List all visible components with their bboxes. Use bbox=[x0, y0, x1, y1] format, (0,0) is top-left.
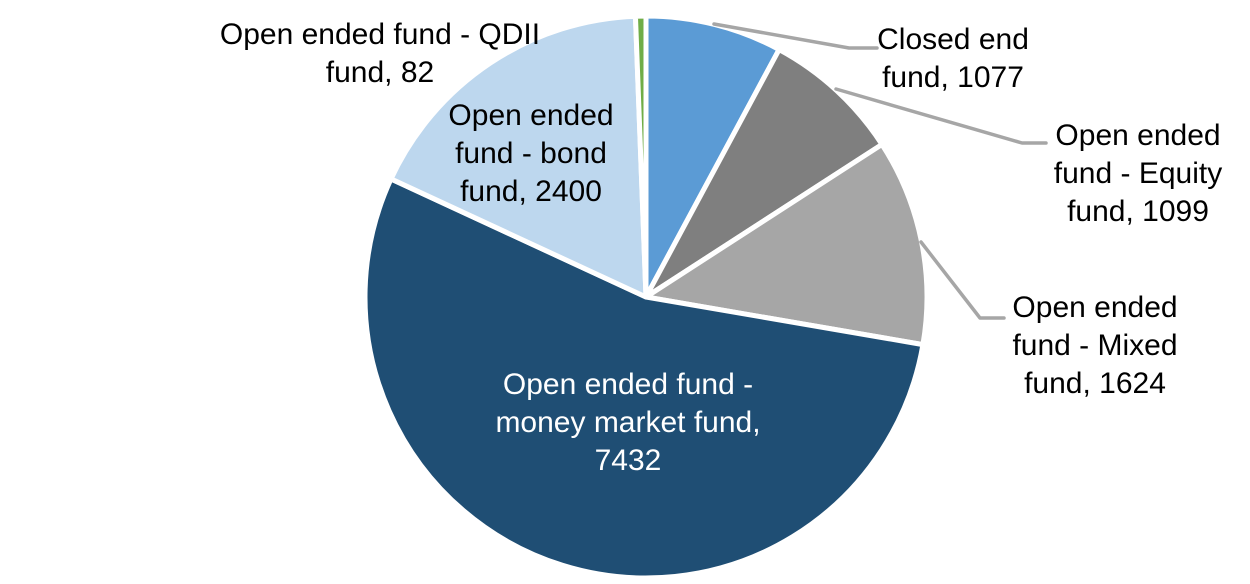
pie-slice-open-ended-money-market-fund[interactable] bbox=[362, 176, 926, 581]
label-open-ended-money-market-fund: Open ended fund - money market fund, 743… bbox=[495, 368, 761, 477]
label-open-ended-qdii-fund: Open ended fund - QDII fund, 82 bbox=[219, 18, 541, 89]
leader-line-mixed-fund bbox=[919, 240, 1006, 320]
leader-lines bbox=[712, 22, 1048, 320]
label-closed-end-fund: Closed end fund, 1077 bbox=[877, 23, 1029, 94]
label-open-ended-mixed-fund: Open ended fund - Mixed fund, 1624 bbox=[1012, 291, 1178, 400]
leader-line-equity-fund bbox=[834, 87, 1048, 145]
label-open-ended-bond-fund: Open ended fund - bond fund, 2400 bbox=[448, 99, 614, 208]
label-open-ended-equity-fund: Open ended fund - Equity fund, 1099 bbox=[1053, 119, 1223, 228]
pie-slice-open-ended-qdii-fund[interactable] bbox=[632, 13, 649, 300]
leader-line-closed-end-fund bbox=[712, 22, 879, 50]
pie-slices bbox=[362, 13, 930, 581]
pie-slice-open-ended-bond-fund[interactable] bbox=[388, 13, 649, 300]
